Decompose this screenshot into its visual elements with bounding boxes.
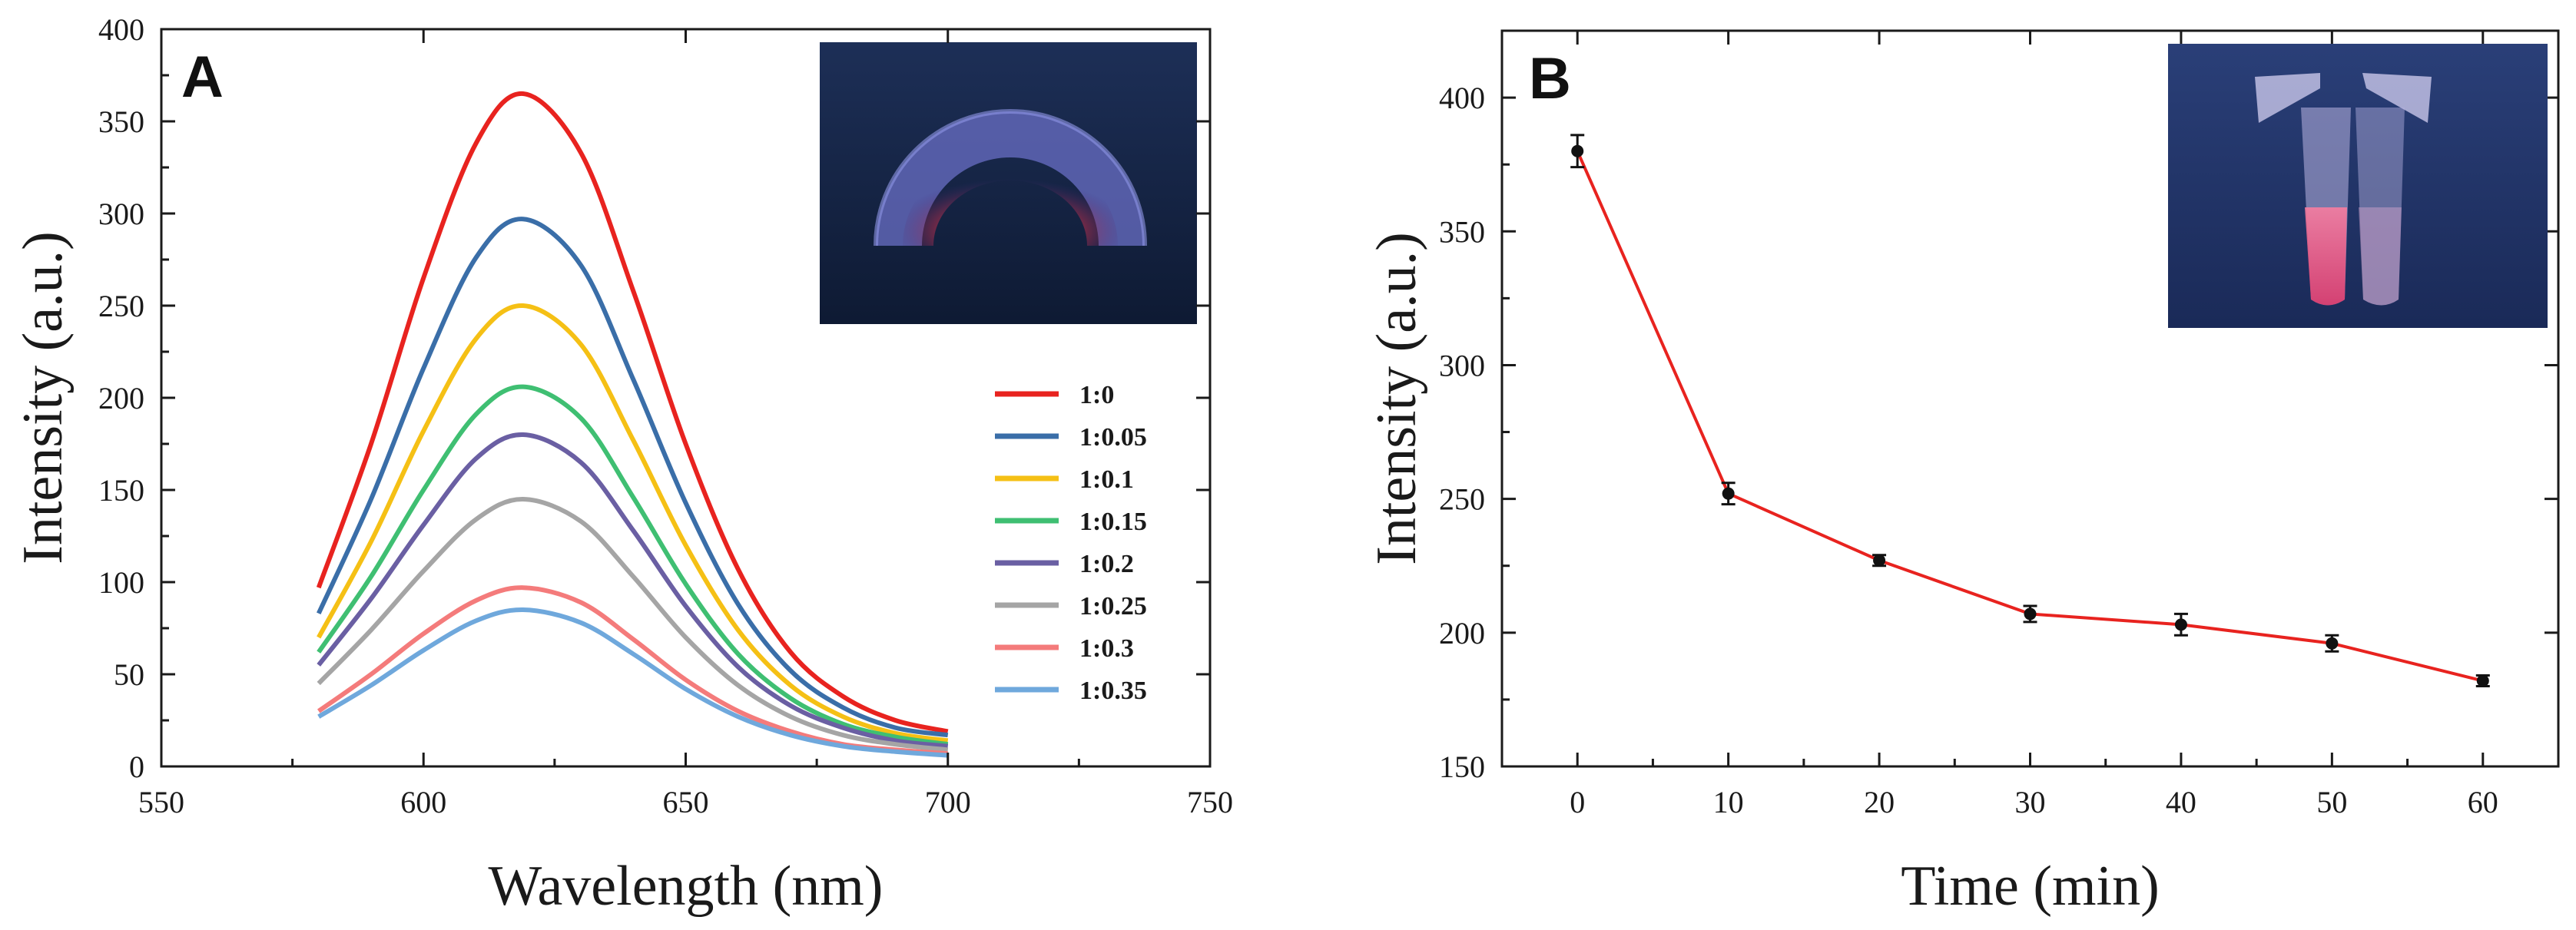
legend-label: 1:0.1 xyxy=(1079,465,1134,494)
data-point xyxy=(2326,637,2339,650)
legend-label: 1:0.05 xyxy=(1079,423,1147,452)
x-axis-title: Time (min) xyxy=(1901,855,2159,918)
panel-a: A 550 600 650 700 750 0 50 100 150 200 250 300 350 40… xyxy=(12,12,1233,918)
series-line-1-0-1 xyxy=(317,303,949,743)
data-point xyxy=(1571,144,1584,157)
y-tick-label: 300 xyxy=(1439,348,1485,382)
x-tick-label: 0 xyxy=(1570,785,1585,819)
legend-label: 1:0.3 xyxy=(1079,634,1134,663)
legend-label: 1:0 xyxy=(1079,381,1114,409)
y-tick-label: 400 xyxy=(1439,81,1485,115)
series-line-1-0-25 xyxy=(317,496,949,753)
x-tick-label: 40 xyxy=(2166,785,2196,819)
panel-a-letter: A xyxy=(181,45,224,110)
y-tick-label: 50 xyxy=(114,657,144,692)
y-axis-title: Intensity (a.u.) xyxy=(12,231,75,564)
x-tick-label: 600 xyxy=(400,785,446,819)
x-tick-label: 650 xyxy=(663,785,709,819)
legend-label: 1:0.35 xyxy=(1079,677,1147,705)
series-line-1-0-05 xyxy=(317,217,949,738)
x-axis-title: Wavelength (nm) xyxy=(489,855,884,918)
y-tick-label: 250 xyxy=(98,289,144,323)
series-line-1-0-2 xyxy=(317,432,949,749)
x-tick-label: 750 xyxy=(1187,785,1233,819)
inset-photo-tubes-fan xyxy=(820,42,1197,324)
y-tick-label: 250 xyxy=(1439,482,1485,517)
series-line-1-0 xyxy=(316,91,949,734)
y-axis-title: Intensity (a.u.) xyxy=(1365,232,1428,565)
data-point xyxy=(2174,618,2187,631)
panel-b-letter: B xyxy=(1529,46,1571,111)
inset-photo-two-tubes xyxy=(2168,44,2548,328)
y-tick-label: 400 xyxy=(98,12,144,47)
x-tick-label: 30 xyxy=(2015,785,2046,819)
data-point xyxy=(1722,487,1735,500)
data-point xyxy=(2476,674,2489,687)
x-tick-label: 700 xyxy=(925,785,971,819)
y-tick-label: 100 xyxy=(98,565,144,600)
y-tick-label: 150 xyxy=(98,473,144,508)
series-line-1-0-35 xyxy=(317,607,948,758)
y-tick-label: 200 xyxy=(98,381,144,415)
x-tick-label: 50 xyxy=(2316,785,2347,819)
data-point xyxy=(2024,607,2037,621)
y-tick-label: 0 xyxy=(129,750,144,784)
x-tick-label: 60 xyxy=(2468,785,2498,819)
y-tick-label: 200 xyxy=(1439,616,1485,650)
series-line-1-0-15 xyxy=(317,384,949,747)
panel-b: B 0 10 20 30 40 50 60 150 200 250 300 350 400 Time (… xyxy=(1365,29,2560,918)
x-tick-label: 550 xyxy=(138,785,184,819)
y-tick-label: 350 xyxy=(98,104,144,139)
x-tick-label: 10 xyxy=(1713,785,1744,819)
legend-label: 1:0.15 xyxy=(1079,508,1147,536)
x-tick-label: 20 xyxy=(1864,785,1895,819)
legend-label: 1:0.25 xyxy=(1079,592,1147,621)
y-tick-label: 350 xyxy=(1439,214,1485,249)
data-point xyxy=(1873,554,1886,567)
y-tick-label: 150 xyxy=(1439,750,1485,784)
y-tick-label: 300 xyxy=(98,197,144,231)
legend-label: 1:0.2 xyxy=(1079,550,1134,578)
